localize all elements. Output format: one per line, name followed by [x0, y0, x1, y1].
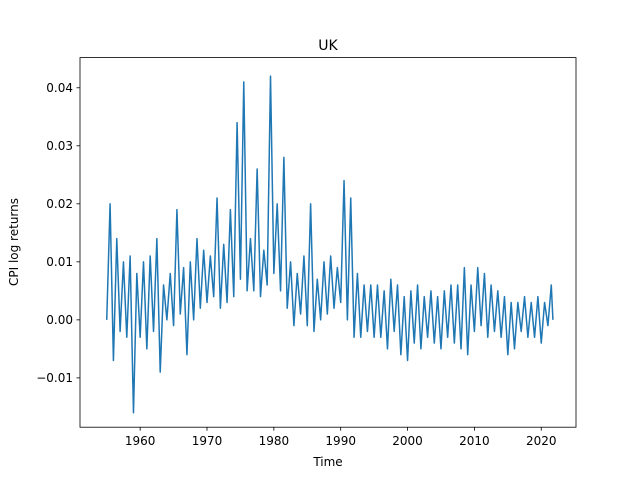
- x-axis-label: Time: [312, 455, 342, 469]
- x-tick-label: 1960: [125, 434, 156, 448]
- x-tick-label: 1970: [192, 434, 223, 448]
- y-tick-label: −0.01: [36, 371, 73, 385]
- plot-frame: [79, 57, 577, 428]
- x-tick-label: 2020: [526, 434, 557, 448]
- y-axis-label: CPI log returns: [7, 198, 21, 286]
- x-tick-label: 1980: [259, 434, 290, 448]
- x-tick-label: 1990: [325, 434, 356, 448]
- y-tick-label: 0.00: [46, 313, 73, 327]
- y-tick-label: 0.01: [46, 255, 73, 269]
- line-series: [105, 75, 554, 414]
- x-tick-label: 2000: [392, 434, 423, 448]
- y-tick-label: 0.02: [46, 197, 73, 211]
- chart-title: UK: [318, 38, 338, 54]
- y-tick-label: 0.04: [46, 81, 73, 95]
- x-tick-label: 2010: [459, 434, 490, 448]
- y-tick-label: 0.03: [46, 139, 73, 153]
